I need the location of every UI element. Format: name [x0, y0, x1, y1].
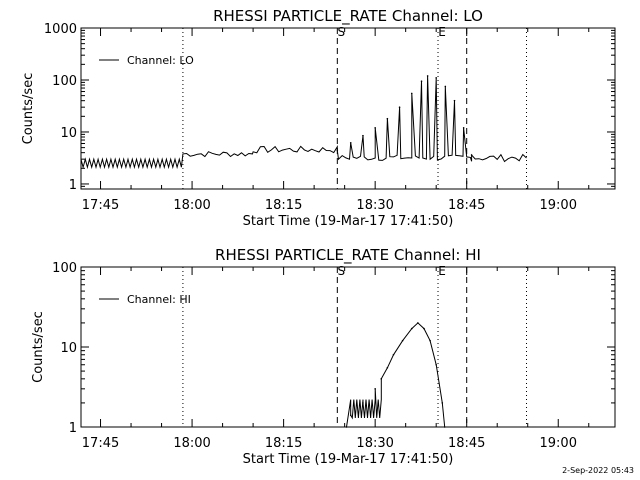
legend-label: Channel: HI: [127, 293, 191, 306]
data-point: [453, 99, 456, 102]
y-tick-label: 1: [69, 421, 77, 436]
data-point: [426, 75, 429, 77]
x-axis-label: Start Time (19-Mar-17 17:41:50): [243, 452, 454, 467]
data-point: [345, 426, 348, 428]
y-axis-label: Counts/sec: [31, 311, 46, 383]
chart-title: RHESSI PARTICLE_RATE Channel: LO: [213, 7, 483, 26]
marker-label-s: S: [338, 264, 346, 278]
footer-timestamp: 2-Sep-2022 05:43: [562, 466, 634, 475]
data-point: [401, 339, 404, 342]
data-point: [362, 134, 364, 137]
data-point: [362, 402, 364, 404]
x-tick-label: 19:00: [540, 436, 577, 451]
data-point: [441, 402, 444, 404]
y-tick-label: 1: [69, 178, 77, 193]
data-point: [410, 92, 413, 95]
data-point: [417, 322, 419, 324]
series-line: [346, 322, 446, 428]
data-point: [435, 363, 437, 366]
data-point: [386, 366, 389, 369]
data-point: [435, 77, 437, 79]
chart-panel-1: RHESSI PARTICLE_RATE Channel: LO 1 10 100 10…: [21, 7, 616, 229]
x-tick-label: 18:00: [173, 436, 210, 451]
x-tick-label: 18:45: [448, 198, 485, 213]
y-tick-label: 100: [52, 261, 77, 276]
data-point: [349, 141, 352, 144]
marker-label-s: S: [338, 25, 346, 39]
data-point: [374, 127, 376, 129]
x-tick-label: 18:30: [356, 436, 393, 451]
data-point: [423, 327, 425, 330]
chart-title: RHESSI PARTICLE_RATE Channel: HI: [215, 246, 481, 265]
plot-frame: [80, 27, 616, 190]
data-point: [392, 353, 395, 356]
x-tick-label: 19:00: [540, 198, 577, 213]
data-point: [349, 414, 352, 417]
data-point: [443, 426, 446, 428]
data-point: [336, 149, 339, 152]
plot-frame: [80, 266, 616, 428]
x-tick-label: 18:00: [173, 198, 210, 213]
x-tick-label: 18:15: [265, 198, 302, 213]
x-tick-label: 18:30: [356, 198, 393, 213]
legend-label: Channel: LO: [127, 54, 194, 67]
y-axis-label: Counts/sec: [21, 73, 36, 145]
data-point: [462, 127, 465, 129]
data-point: [470, 154, 473, 156]
y-tick-label: 100: [52, 74, 77, 89]
data-point: [380, 378, 383, 380]
series-line: [80, 75, 527, 170]
x-tick-label: 17:45: [82, 436, 119, 451]
data-point: [429, 339, 431, 342]
x-tick-label: 18:15: [265, 436, 302, 451]
x-tick-label: 18:45: [448, 436, 485, 451]
y-tick-label: 10: [60, 341, 77, 356]
marker-label-e: E: [438, 264, 446, 278]
x-axis-label: Start Time (19-Mar-17 17:41:50): [243, 214, 454, 229]
data-point: [410, 327, 413, 330]
x-tick-label: 17:45: [82, 198, 119, 213]
data-point: [386, 117, 389, 120]
data-point: [374, 388, 376, 390]
data-point: [420, 80, 423, 82]
y-tick-label: 10: [60, 126, 77, 141]
data-point: [398, 106, 401, 108]
data-point: [444, 85, 447, 88]
marker-label-e: E: [438, 25, 446, 39]
y-tick-label: 1000: [44, 22, 77, 37]
chart-panel-2: RHESSI PARTICLE_RATE Channel: HI 1 10 100 17…: [31, 246, 616, 467]
